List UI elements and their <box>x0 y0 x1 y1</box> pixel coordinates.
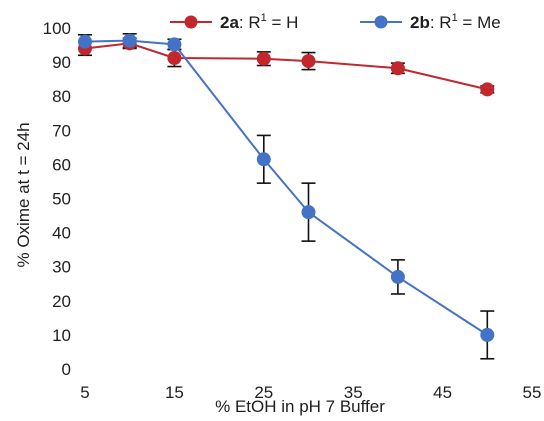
x-tick-label: 45 <box>433 383 452 402</box>
data-point <box>256 152 271 167</box>
y-tick-label: 70 <box>52 121 71 140</box>
y-tick-label: 30 <box>52 258 71 277</box>
y-tick-label: 0 <box>62 360 71 379</box>
series-line-0 <box>84 42 489 91</box>
error-layer <box>78 32 495 360</box>
y-tick-label: 40 <box>52 224 71 243</box>
legend-superscript-2a: 1 <box>261 12 267 24</box>
legend-label-2b: 2b: R1 = Me <box>410 12 501 32</box>
series-layer <box>78 33 495 342</box>
y-tick-label: 60 <box>52 155 71 174</box>
x-tick-label: 15 <box>165 383 184 402</box>
y-tick-label: 50 <box>52 190 71 209</box>
data-point <box>390 269 405 284</box>
data-point <box>390 61 405 76</box>
x-tick-label: 25 <box>254 383 273 402</box>
data-point <box>301 205 316 220</box>
data-point <box>256 51 271 66</box>
y-axis-label: % Oxime at t = 24h <box>14 122 33 267</box>
legend-superscript-2b: 1 <box>452 12 458 24</box>
legend-value-2b: = Me <box>458 13 501 32</box>
data-point <box>78 34 92 49</box>
y-tick-label: 10 <box>52 326 71 345</box>
legend-suffix-2b: : R <box>430 13 452 32</box>
x-tick-label: 55 <box>523 383 542 402</box>
series-line-1 <box>84 39 489 336</box>
y-tick-label: 100 <box>43 19 71 38</box>
x-tick-label: 35 <box>344 383 363 402</box>
legend-marker-2a <box>184 15 198 29</box>
y-tick-label: 20 <box>52 292 71 311</box>
data-point <box>480 327 495 342</box>
legend-item-2a: 2a: R1 = H <box>170 12 298 32</box>
x-tick-label: 5 <box>80 383 89 402</box>
data-point <box>301 54 316 69</box>
x-axis-label: % EtOH in pH 7 Buffer <box>215 397 385 416</box>
legend-label-2a: 2a: R1 = H <box>220 12 298 32</box>
data-point <box>167 51 182 66</box>
legend-value-2a: = H <box>267 13 299 32</box>
legend-item-2b: 2b: R1 = Me <box>360 12 501 32</box>
data-point <box>480 82 495 97</box>
data-point <box>122 33 137 48</box>
data-point <box>167 37 182 52</box>
y-tick-label: 90 <box>52 53 71 72</box>
legend-compound-2a: 2a <box>220 13 239 32</box>
y-tick-label: 80 <box>52 87 71 106</box>
legend-marker-2b <box>374 15 388 29</box>
legend: 2a: R1 = H 2b: R1 = Me <box>170 12 501 32</box>
legend-suffix-2a: : R <box>239 13 261 32</box>
legend-compound-2b: 2b <box>410 13 430 32</box>
tick-layer: 5 15 25 35 45 55 0 10 20 30 40 50 60 70 80 90 100 <box>43 19 542 402</box>
